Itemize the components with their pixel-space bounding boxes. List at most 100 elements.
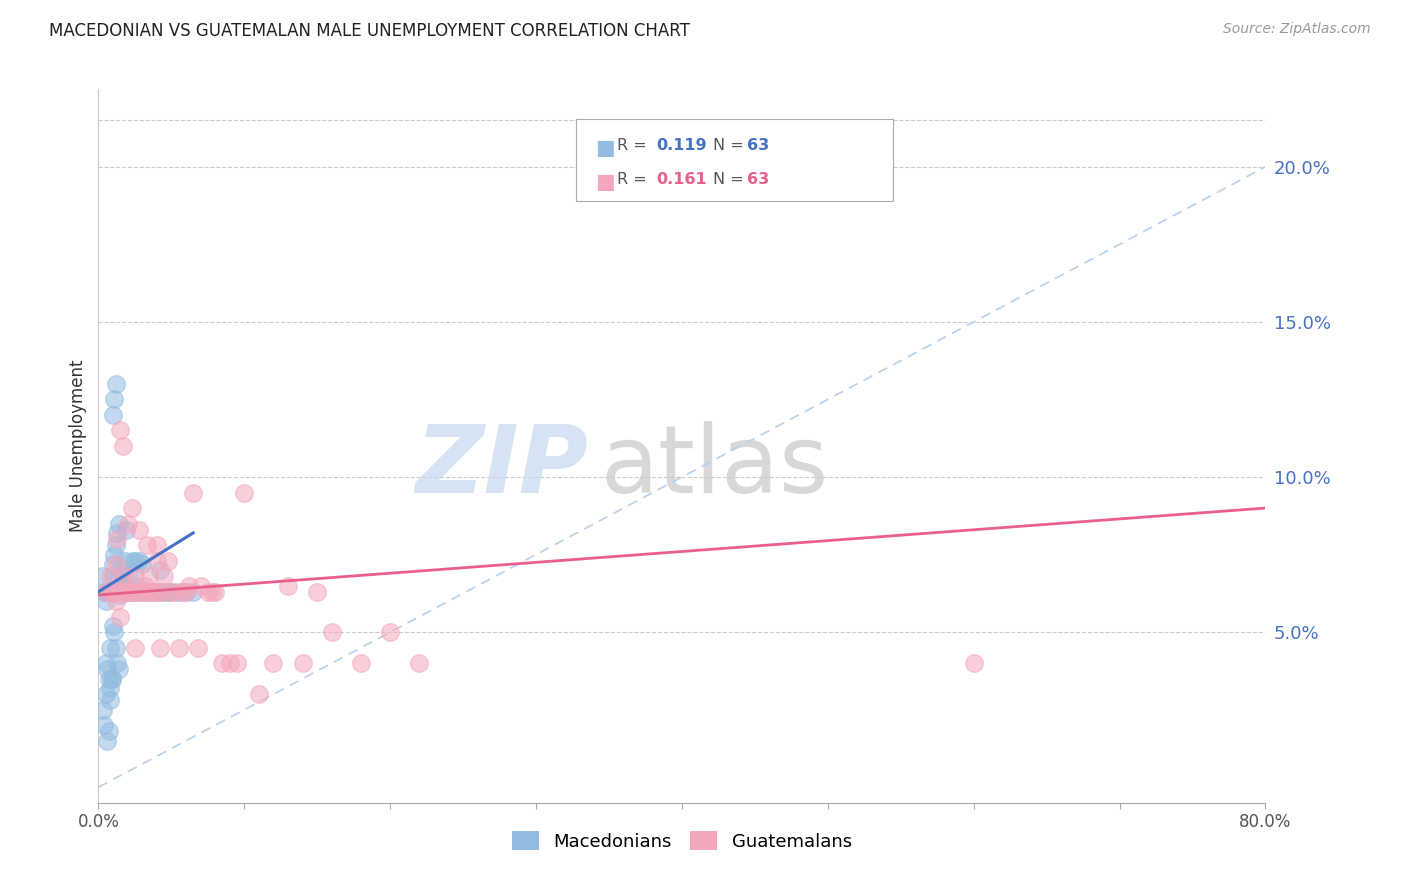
Point bbox=[101, 584, 124, 599]
Text: 0.161: 0.161 bbox=[657, 172, 707, 187]
Point bbox=[157, 584, 180, 599]
Text: atlas: atlas bbox=[600, 421, 828, 514]
Point bbox=[190, 579, 212, 593]
Point bbox=[103, 548, 125, 562]
Point bbox=[108, 516, 131, 531]
Point bbox=[115, 523, 138, 537]
Point bbox=[121, 501, 143, 516]
Text: 0.119: 0.119 bbox=[657, 138, 707, 153]
Point bbox=[94, 594, 117, 608]
Legend: Macedonians, Guatemalans: Macedonians, Guatemalans bbox=[505, 824, 859, 858]
Point bbox=[91, 703, 114, 717]
Point bbox=[100, 672, 122, 686]
Point bbox=[157, 554, 180, 568]
Point bbox=[110, 563, 132, 577]
Point bbox=[127, 584, 149, 599]
Point bbox=[125, 579, 148, 593]
Point bbox=[131, 584, 153, 599]
Point bbox=[94, 584, 117, 599]
Point bbox=[128, 523, 150, 537]
Point bbox=[103, 625, 125, 640]
Point bbox=[101, 557, 124, 571]
Point bbox=[197, 584, 219, 599]
Point bbox=[114, 554, 136, 568]
Point bbox=[174, 584, 197, 599]
Point bbox=[104, 376, 127, 391]
Point bbox=[134, 584, 156, 599]
Point bbox=[128, 554, 150, 568]
Point bbox=[111, 579, 134, 593]
Point bbox=[307, 584, 329, 599]
Point bbox=[100, 584, 122, 599]
Point bbox=[105, 525, 128, 540]
Point bbox=[380, 625, 402, 640]
Point bbox=[153, 584, 176, 599]
Point bbox=[114, 584, 136, 599]
Text: R =: R = bbox=[617, 172, 652, 187]
Point bbox=[177, 579, 200, 593]
Point bbox=[174, 584, 197, 599]
Point bbox=[98, 693, 121, 707]
Text: MACEDONIAN VS GUATEMALAN MALE UNEMPLOYMENT CORRELATION CHART: MACEDONIAN VS GUATEMALAN MALE UNEMPLOYME… bbox=[49, 22, 690, 40]
Point bbox=[135, 538, 157, 552]
Point bbox=[124, 554, 146, 568]
Point bbox=[101, 619, 124, 633]
Point bbox=[101, 408, 124, 422]
Point bbox=[131, 557, 153, 571]
Point bbox=[101, 569, 124, 583]
Point bbox=[98, 569, 121, 583]
Point bbox=[142, 584, 165, 599]
Point bbox=[277, 579, 299, 593]
Point bbox=[121, 554, 143, 568]
Point bbox=[110, 588, 132, 602]
Point bbox=[233, 485, 256, 500]
Point bbox=[204, 584, 226, 599]
Point bbox=[131, 584, 153, 599]
Point bbox=[138, 569, 160, 583]
Point bbox=[108, 662, 131, 676]
Point bbox=[104, 557, 127, 571]
Point bbox=[138, 584, 160, 599]
Point bbox=[187, 640, 209, 655]
Point bbox=[321, 625, 343, 640]
Point bbox=[218, 656, 240, 670]
Point bbox=[101, 584, 124, 599]
Text: 63: 63 bbox=[747, 172, 769, 187]
Point bbox=[117, 516, 139, 531]
Point bbox=[110, 584, 132, 599]
Point bbox=[146, 538, 169, 552]
Point bbox=[91, 569, 114, 583]
Point bbox=[160, 584, 183, 599]
Point bbox=[111, 569, 134, 583]
Point bbox=[97, 672, 120, 686]
Point bbox=[98, 640, 121, 655]
Point bbox=[117, 584, 139, 599]
Point bbox=[103, 392, 125, 407]
Point bbox=[105, 532, 128, 546]
Point bbox=[262, 656, 284, 670]
Point bbox=[211, 656, 233, 670]
Point bbox=[153, 569, 176, 583]
Point bbox=[124, 640, 146, 655]
Point bbox=[226, 656, 249, 670]
Point bbox=[291, 656, 314, 670]
Text: 63: 63 bbox=[747, 138, 769, 153]
Text: N =: N = bbox=[713, 138, 749, 153]
Point bbox=[146, 584, 169, 599]
Point bbox=[181, 485, 204, 500]
Point bbox=[181, 584, 204, 599]
Point bbox=[167, 640, 190, 655]
Point bbox=[94, 687, 117, 701]
Point bbox=[350, 656, 373, 670]
Point bbox=[172, 584, 194, 599]
Point bbox=[97, 584, 120, 599]
Point bbox=[134, 579, 156, 593]
Point bbox=[124, 569, 146, 583]
Point bbox=[117, 584, 139, 599]
Point bbox=[100, 672, 122, 686]
Point bbox=[112, 439, 135, 453]
Point bbox=[104, 640, 127, 655]
Point bbox=[96, 662, 118, 676]
Point bbox=[201, 584, 224, 599]
Point bbox=[150, 584, 173, 599]
